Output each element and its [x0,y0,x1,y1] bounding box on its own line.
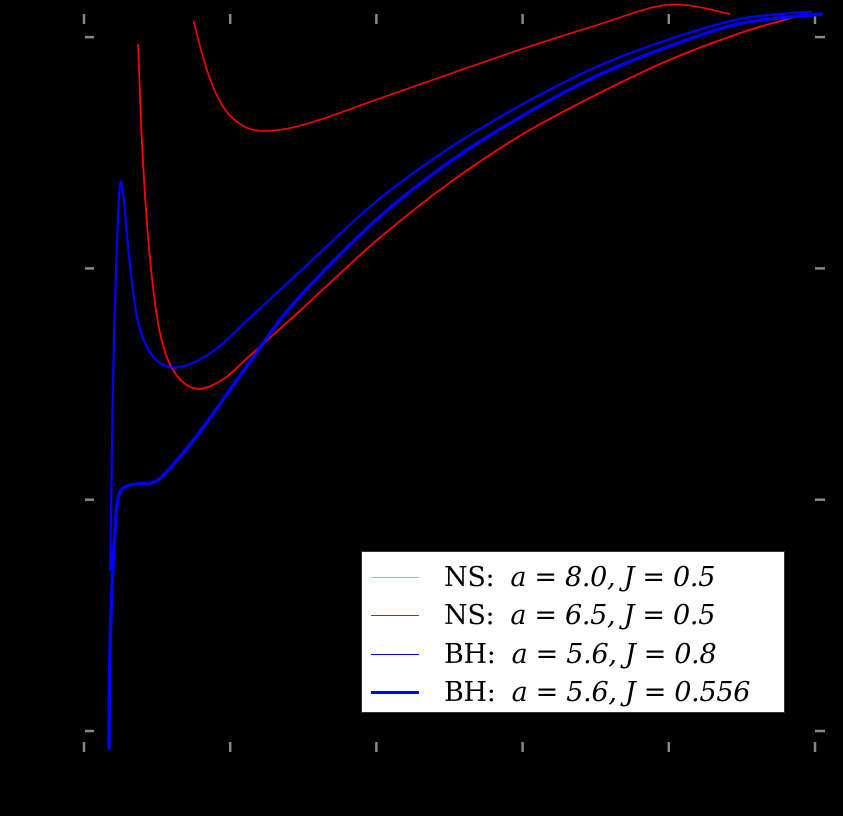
legend-swatch-bh-j08 [371,653,419,655]
legend-kind: BH: [444,677,496,709]
curve-0 [192,3,731,132]
legend-kind: NS: [444,600,495,632]
legend-label: BH: a = 5.6, J = 0.556 [444,677,750,708]
legend-label: NS: a = 8.0, J = 0.5 [444,562,715,593]
legend-swatch-bh-j0556 [371,691,419,695]
legend-params: a = 5.6, J = 0.8 [511,638,717,670]
curves [107,3,823,750]
legend-params: a = 8.0, J = 0.5 [510,561,716,593]
legend-item-ns-a65: NS: a = 6.5, J = 0.5 [362,597,784,636]
curve-3 [107,12,823,750]
legend-swatch-ns-a8 [371,576,419,578]
legend: NS: a = 8.0, J = 0.5 NS: a = 6.5, J = 0.5 … [361,551,785,713]
legend-params: a = 5.6, J = 0.556 [511,677,751,709]
legend-label: BH: a = 5.6, J = 0.8 [444,638,717,670]
legend-swatch-ns-a65 [371,615,419,617]
legend-item-bh-j0556: BH: a = 5.6, J = 0.556 [362,674,784,713]
legend-kind: BH: [444,638,496,670]
curve-2 [109,10,813,572]
legend-params: a = 6.5, J = 0.5 [510,600,716,632]
curve-1 [137,15,798,390]
legend-kind: NS: [444,561,495,593]
legend-item-ns-a8: NS: a = 8.0, J = 0.5 [362,558,784,597]
legend-label: NS: a = 6.5, J = 0.5 [444,600,715,631]
legend-item-bh-j08: BH: a = 5.6, J = 0.8 [362,635,784,674]
